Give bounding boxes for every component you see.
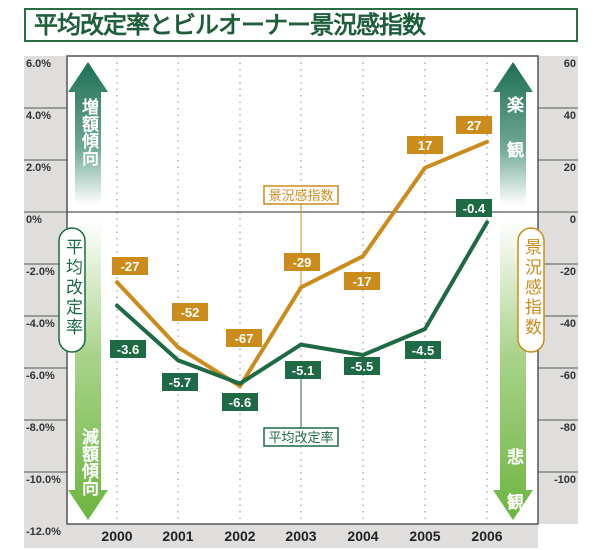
x-tick-label: 2006 <box>471 528 502 544</box>
right-tick-label: -20 <box>560 266 576 278</box>
di-callout-label: 景況感指数 <box>268 188 333 204</box>
di-data-label: -17 <box>353 274 372 289</box>
left-tick-label: -12.0% <box>26 526 61 538</box>
right-axis-pill-label: 景況感指数 <box>521 238 541 338</box>
di-data-label: -67 <box>235 331 254 346</box>
rate-callout-box <box>263 427 339 447</box>
rate-data-label: -5.5 <box>351 359 373 374</box>
right-tick-label: -100 <box>554 474 576 486</box>
left-axis-pill-label: 平均改定率 <box>62 238 82 338</box>
rate-callout-label: 平均改定率 <box>268 430 333 446</box>
rate-label-box <box>344 357 380 375</box>
right-tick-label: 0 <box>570 214 576 226</box>
di-data-label: 27 <box>467 118 481 133</box>
left-tick-label: -8.0% <box>26 422 55 434</box>
rate-data-label: -5.7 <box>169 375 191 390</box>
x-axis-panel <box>67 524 538 548</box>
di-data-label: -52 <box>181 305 200 320</box>
di-label-box <box>112 257 148 275</box>
left-tick-label: 2.0% <box>26 162 51 174</box>
rate-label-box <box>405 341 441 359</box>
x-tick-label: 2001 <box>162 528 193 544</box>
di-label-box <box>172 303 208 321</box>
left-tick-label: -6.0% <box>26 370 55 382</box>
rate-data-label: -5.1 <box>292 363 314 378</box>
rate-label-box <box>222 393 258 411</box>
chart-title: 平均改定率とビルオーナー景況感指数 <box>24 8 578 42</box>
x-tick-label: 2002 <box>224 528 255 544</box>
left-tick-label: -10.0% <box>26 474 61 486</box>
left-tick-label: -2.0% <box>26 266 55 278</box>
right-tick-label: 40 <box>564 110 576 122</box>
right-tick-label: -40 <box>560 318 576 330</box>
di-label-box <box>344 272 380 290</box>
right-tick-label: -80 <box>560 422 576 434</box>
left-tick-label: -4.0% <box>26 318 55 330</box>
left-up-arrow <box>68 62 108 205</box>
left-down-arrow-label: 減額傾向 <box>78 428 98 496</box>
di-data-label: -29 <box>293 255 312 270</box>
left-tick-label: 6.0% <box>26 58 51 70</box>
di-label-box <box>284 253 320 271</box>
rate-label-box <box>110 340 146 358</box>
right-tick-label: 20 <box>564 162 576 174</box>
di-label-box <box>226 329 262 347</box>
rate-data-label: -0.4 <box>463 201 486 216</box>
rate-data-label: -4.5 <box>412 343 434 358</box>
left-tick-label: 0% <box>26 214 42 226</box>
left-axis-pill <box>58 227 86 353</box>
di-label-box <box>407 136 443 154</box>
right-tick-label: 60 <box>564 58 576 70</box>
x-tick-label: 2004 <box>347 528 378 544</box>
di-data-label: 17 <box>418 138 432 153</box>
right-up-arrow-label: 楽観 <box>503 96 523 186</box>
rate-label-box <box>162 373 198 391</box>
left-up-arrow-label: 増額傾向 <box>78 98 98 166</box>
x-tick-label: 2005 <box>409 528 440 544</box>
rate-data-label: -3.6 <box>117 342 139 357</box>
di-callout-box <box>263 185 339 205</box>
right-tick-label: -60 <box>560 370 576 382</box>
right-up-arrow <box>493 62 533 205</box>
rate-label-box <box>456 199 492 217</box>
x-tick-label: 2003 <box>285 528 316 544</box>
x-tick-label: 2000 <box>101 528 132 544</box>
rate-data-label: -6.6 <box>229 395 251 410</box>
rate-label-box <box>285 361 321 379</box>
right-down-arrow-label: 悲観 <box>503 448 523 538</box>
right-axis-pill <box>517 227 545 353</box>
di-label-box <box>456 116 492 134</box>
di-data-label: -27 <box>121 259 140 274</box>
left-tick-label: 4.0% <box>26 110 51 122</box>
